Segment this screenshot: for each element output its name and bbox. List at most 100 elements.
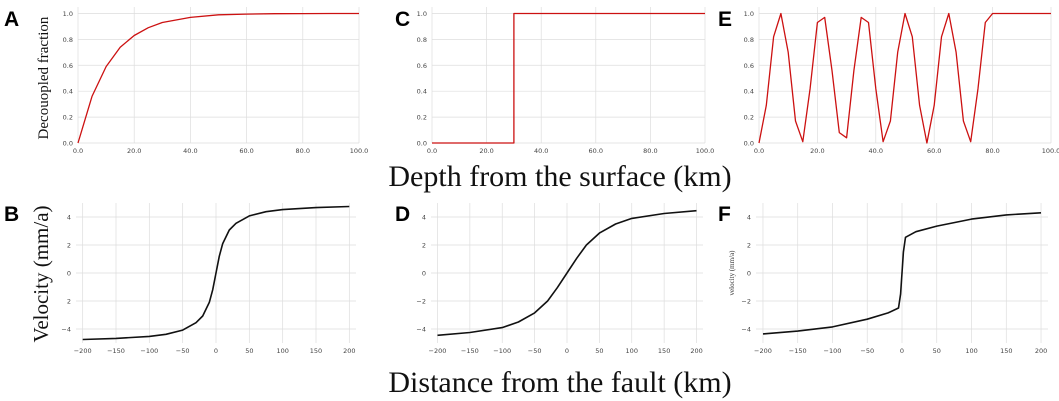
x-tick-label: 40.0 xyxy=(183,147,197,155)
panel-letter-b: B xyxy=(4,203,19,226)
x-tick-label: 40.0 xyxy=(869,147,883,155)
x-tick-label: 0 xyxy=(565,347,569,355)
x-tick-label: −150 xyxy=(107,347,125,355)
y-tick-label: −4 xyxy=(61,326,71,334)
panel-letter-d: D xyxy=(395,203,410,226)
y-tick-label: 0.0 xyxy=(744,140,754,148)
x-tick-label: −100 xyxy=(493,347,511,355)
y-tick-label: 0.4 xyxy=(417,88,427,96)
x-tick-label: 0.0 xyxy=(73,147,83,155)
y-tick-label: 0.0 xyxy=(63,140,73,148)
top-x-axis-label: Depth from the surface (km) xyxy=(388,160,731,193)
y-tick-label: 0.4 xyxy=(744,88,754,96)
x-tick-label: 0.0 xyxy=(427,147,437,155)
bottom-y-axis-label: Velocity (mm/a) xyxy=(29,205,53,342)
y-tick-label: 0 xyxy=(422,270,426,278)
y-tick-label: 0.2 xyxy=(63,114,73,122)
x-tick-label: 80.0 xyxy=(643,147,657,155)
bottom-x-axis-label: Distance from the fault (km) xyxy=(388,366,731,399)
series-line-f xyxy=(762,212,1042,335)
series-line-d xyxy=(437,209,697,337)
y-tick-label: 0 xyxy=(67,270,71,278)
x-tick-label: 150 xyxy=(310,347,322,355)
x-tick-label: 80.0 xyxy=(296,147,310,155)
y-tick-label: 2 xyxy=(422,242,426,250)
y-tick-label: 0.8 xyxy=(417,36,427,44)
y-tick-label: −2 xyxy=(416,298,426,306)
x-tick-label: 20.0 xyxy=(127,147,141,155)
y-tick-label: 0.8 xyxy=(63,36,73,44)
x-tick-label: −50 xyxy=(176,347,190,355)
x-tick-label: 0 xyxy=(900,347,904,355)
y-tick-label: 0 xyxy=(747,270,751,278)
y-tick-label: −4 xyxy=(416,326,426,334)
x-tick-label: 50 xyxy=(245,347,253,355)
y-tick-label: 0.6 xyxy=(744,62,754,70)
y-tick-label: 0.2 xyxy=(744,114,754,122)
panel-f-y-axis-label: velocity (mm/a) xyxy=(728,250,736,296)
x-tick-label: 80.0 xyxy=(985,147,999,155)
panel-e: E 0.0 20.0 40.0 60.0 80.0 100.0 0.0 0.2 0.4 0.6 0.8… xyxy=(718,7,1059,155)
x-tick-label: 40.0 xyxy=(534,147,548,155)
panel-b: B −200 −150 −100 −50 0 50 100 150 200 4 2 0 2 −4 xyxy=(4,203,356,355)
y-tick-label: −4 xyxy=(741,326,751,334)
x-tick-label: −150 xyxy=(461,347,479,355)
y-tick-label: 4 xyxy=(747,214,751,222)
panel-letter-e: E xyxy=(718,8,732,31)
y-tick-label: 0.4 xyxy=(63,88,73,96)
y-tick-label: 0.0 xyxy=(417,140,427,148)
panel-d: D −200 −150 −100 −50 0 50 100 150 200 4 2 0 −2 −4 xyxy=(395,203,703,355)
x-tick-label: 200 xyxy=(690,347,702,355)
x-tick-label: 100 xyxy=(626,347,638,355)
x-tick-label: 0 xyxy=(214,347,218,355)
x-tick-label: 100 xyxy=(276,347,288,355)
panel-letter-f: F xyxy=(718,203,731,226)
series-line-b xyxy=(82,205,350,341)
x-tick-label: 200 xyxy=(343,347,355,355)
series-line-c xyxy=(432,12,705,144)
x-tick-label: 100.0 xyxy=(1042,147,1059,155)
panel-f: F −200 −150 −100 −50 0 50 100 150 200 4 2 0 −2 −4 veloc… xyxy=(718,203,1048,355)
y-tick-label: 2 xyxy=(67,298,71,306)
x-tick-label: 60.0 xyxy=(589,147,603,155)
y-tick-label: 0.8 xyxy=(744,36,754,44)
y-tick-label: 1.0 xyxy=(63,10,73,18)
y-tick-label: 0.6 xyxy=(417,62,427,70)
x-tick-label: 0.0 xyxy=(754,147,764,155)
panel-c: C 0.0 20.0 40.0 60.0 80.0 100.0 0.0 0.2 0.4 0.6 0.8… xyxy=(395,7,714,155)
x-tick-label: −200 xyxy=(429,347,447,355)
y-tick-label: 0.2 xyxy=(417,114,427,122)
x-tick-label: −150 xyxy=(789,347,807,355)
x-tick-label: 50 xyxy=(595,347,603,355)
x-tick-label: 20.0 xyxy=(479,147,493,155)
y-tick-label: 0.6 xyxy=(63,62,73,70)
x-tick-label: 100.0 xyxy=(350,147,369,155)
x-tick-label: 20.0 xyxy=(810,147,824,155)
x-tick-label: −100 xyxy=(824,347,842,355)
y-tick-label: 2 xyxy=(67,242,71,250)
panel-a: A 0.0 20.0 40.0 60.0 80.0 100.0 0.0 0.2 0.4 0.6 0.8… xyxy=(4,7,368,155)
y-tick-label: 1.0 xyxy=(744,10,754,18)
x-tick-label: −50 xyxy=(528,347,542,355)
x-tick-label: −200 xyxy=(754,347,772,355)
y-tick-label: 2 xyxy=(747,242,751,250)
x-tick-label: 200 xyxy=(1035,347,1047,355)
x-tick-label: 60.0 xyxy=(239,147,253,155)
x-tick-label: 150 xyxy=(1000,347,1012,355)
x-tick-label: 100 xyxy=(965,347,977,355)
x-tick-label: 60.0 xyxy=(927,147,941,155)
y-tick-label: −2 xyxy=(741,298,751,306)
series-line-a xyxy=(77,12,359,144)
y-tick-label: 1.0 xyxy=(417,10,427,18)
y-tick-label: 4 xyxy=(67,214,71,222)
series-line-e xyxy=(758,12,1051,144)
x-tick-label: 100.0 xyxy=(696,147,715,155)
x-tick-label: 150 xyxy=(658,347,670,355)
y-tick-label: 4 xyxy=(422,214,426,222)
x-tick-label: 50 xyxy=(933,347,941,355)
top-y-axis-label: Decouopled fraction xyxy=(36,16,52,139)
x-tick-label: −100 xyxy=(140,347,158,355)
panel-letter-a: A xyxy=(4,8,19,31)
x-tick-label: −200 xyxy=(74,347,92,355)
